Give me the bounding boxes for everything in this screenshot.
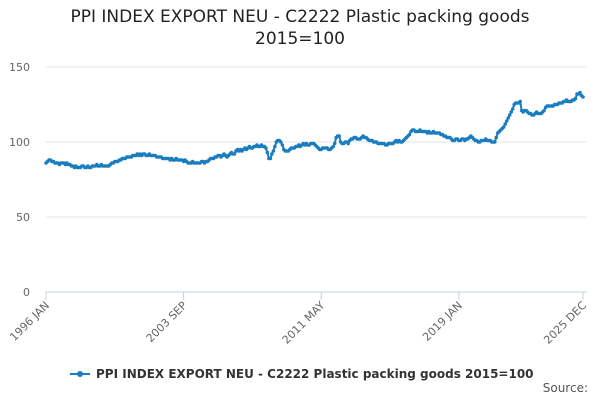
point (232, 152, 237, 156)
y-tick-label: 150 (9, 61, 30, 74)
point (268, 156, 273, 161)
point (264, 146, 268, 150)
point (573, 96, 578, 101)
legend-label: PPI INDEX EXPORT NEU - C2222 Plastic pac… (96, 367, 534, 381)
y-tick-label: 100 (9, 136, 30, 149)
legend-marker (77, 371, 83, 377)
y-tick-label: 50 (16, 211, 30, 224)
point (273, 144, 277, 149)
point (506, 116, 511, 120)
point (346, 141, 350, 146)
point (501, 125, 506, 129)
point (407, 132, 412, 137)
point (332, 141, 337, 146)
point (509, 110, 514, 114)
point (510, 107, 515, 111)
point (494, 135, 499, 140)
point (542, 108, 546, 113)
x-tick-label: 1996 JAN (7, 299, 52, 344)
x-tick-label: 2011 MAY (280, 299, 328, 347)
chart-title: PPI INDEX EXPORT NEU - C2222 Plastic pac… (70, 7, 530, 49)
point (280, 143, 285, 147)
point (507, 113, 512, 117)
source: Source: (543, 381, 588, 395)
x-tick-label: 2025 DEC (541, 299, 589, 347)
point (331, 144, 335, 149)
point (271, 149, 276, 153)
y-tick-label: 0 (23, 286, 30, 299)
x-tick-label: 2003 SEP (144, 299, 190, 345)
point (337, 134, 341, 138)
x-tick-label: 2019 JAN (420, 299, 465, 344)
point (279, 140, 283, 144)
point (504, 119, 509, 123)
point (265, 150, 270, 155)
point (270, 152, 274, 156)
point (492, 140, 497, 144)
point (581, 95, 585, 99)
point (503, 122, 508, 126)
point (578, 90, 582, 95)
point (518, 99, 522, 104)
